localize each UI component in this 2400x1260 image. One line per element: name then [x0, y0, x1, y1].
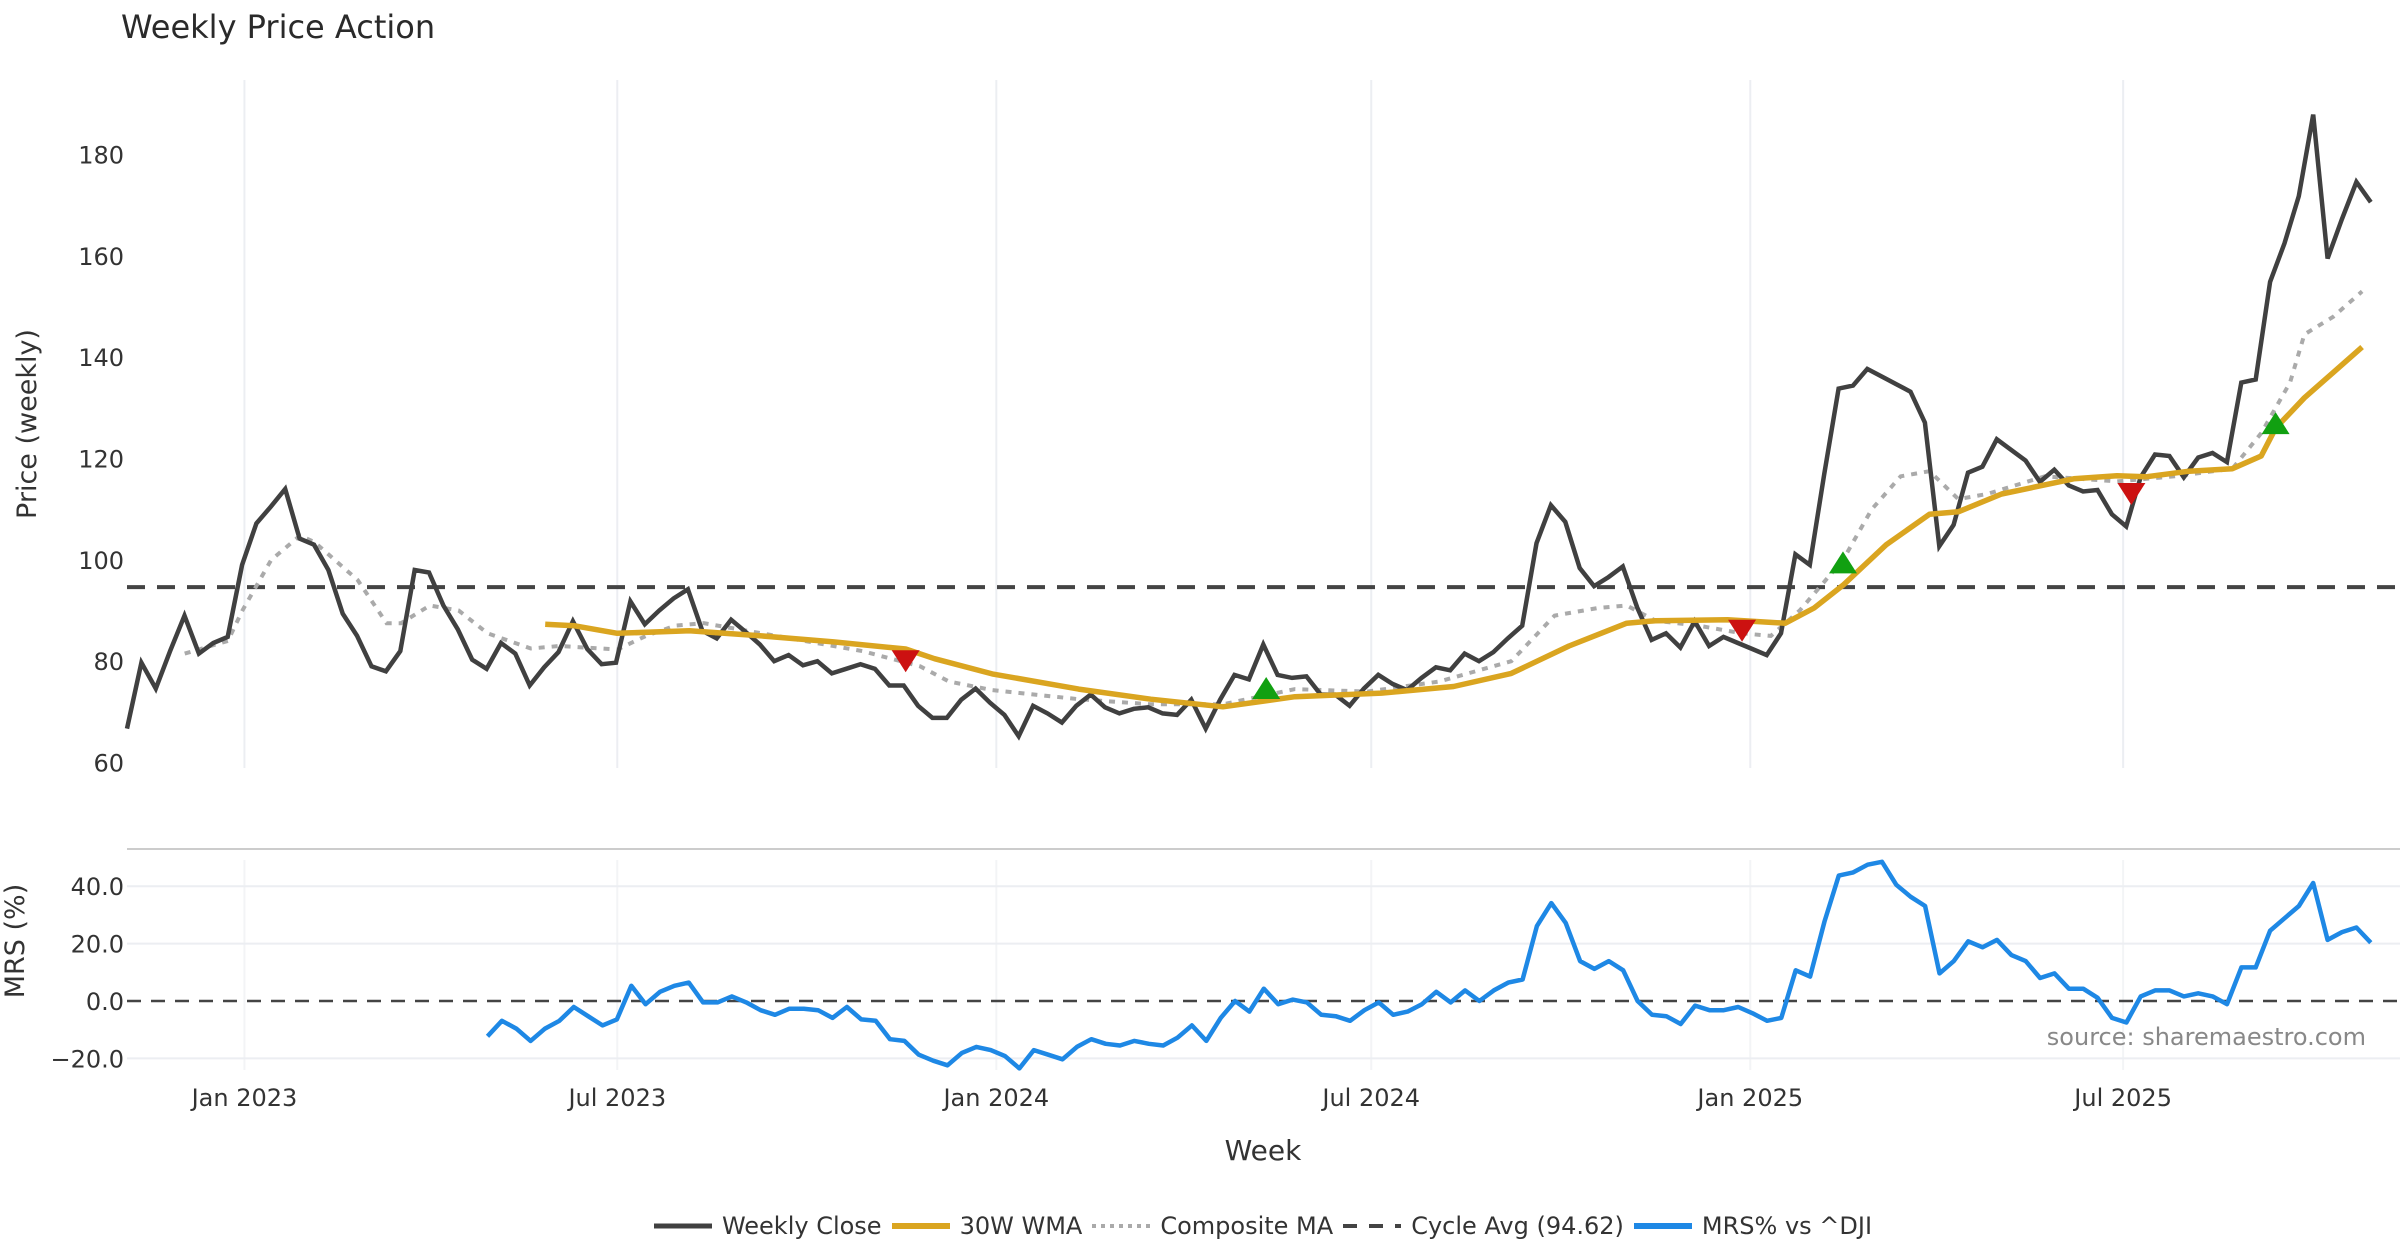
x-axis-label: Week — [1225, 1134, 1302, 1167]
legend-label: Composite MA — [1160, 1212, 1334, 1240]
price-axis-label: Price (weekly) — [12, 329, 43, 519]
price-y-tick-label: 80 — [93, 648, 124, 676]
legend: Weekly Close 30W WMA Composite MA Cycle … — [0, 1212, 2400, 1240]
legend-swatch-weekly-close — [653, 1223, 712, 1229]
x-tick-label: Jul 2023 — [566, 1084, 666, 1112]
price-y-tick-label: 140 — [78, 344, 124, 372]
price-y-tick-label: 120 — [78, 446, 124, 474]
x-tick-label: Jul 2025 — [2072, 1084, 2172, 1112]
legend-swatch-cycle-avg — [1343, 1224, 1402, 1228]
legend-item-30w-wma[interactable]: 30W WMA — [891, 1212, 1083, 1240]
legend-label: 30W WMA — [959, 1212, 1083, 1240]
price-y-tick-label: 160 — [78, 243, 124, 271]
legend-label: Cycle Avg (94.62) — [1411, 1212, 1624, 1240]
sell-signal-marker — [891, 650, 920, 673]
x-tick-label: Jan 2023 — [190, 1084, 298, 1112]
x-tick-label: Jan 2024 — [941, 1084, 1049, 1112]
price-y-tick-label: 180 — [78, 142, 124, 170]
legend-swatch-30w-wma — [891, 1223, 950, 1229]
x-tick-label: Jul 2024 — [1320, 1084, 1420, 1112]
mrs-y-tick-label: 40.0 — [71, 873, 124, 901]
sell-signal-marker — [2117, 483, 2146, 506]
sell-signal-marker — [1728, 619, 1757, 642]
buy-signal-marker — [1828, 551, 1857, 574]
mrs-y-tick-label: 20.0 — [71, 931, 124, 959]
price-y-tick-label: 100 — [78, 547, 124, 575]
mrs-y-tick-label: −20.0 — [50, 1045, 124, 1073]
30w-wma-line — [545, 345, 2364, 710]
legend-item-mrs[interactable]: MRS% vs ^DJI — [1633, 1212, 1873, 1240]
price-y-tick-label: 60 — [93, 750, 124, 778]
chart-title: Weekly Price Action — [121, 8, 436, 46]
legend-item-composite-ma[interactable]: Composite MA — [1092, 1212, 1333, 1240]
source-annotation: source: sharemaestro.com — [2047, 1023, 2366, 1051]
legend-item-cycle-avg[interactable]: Cycle Avg (94.62) — [1343, 1212, 1624, 1240]
legend-swatch-mrs — [1633, 1223, 1692, 1229]
legend-swatch-composite-ma — [1092, 1224, 1151, 1228]
buy-signal-marker — [1252, 677, 1281, 700]
x-tick-label: Jan 2025 — [1695, 1084, 1803, 1112]
composite-ma-line — [184, 289, 2364, 707]
mrs-line — [485, 859, 2373, 1071]
buy-signal-marker — [2261, 412, 2290, 435]
weekly-close-line — [124, 114, 2373, 741]
legend-item-weekly-close[interactable]: Weekly Close — [653, 1212, 882, 1240]
legend-label: Weekly Close — [721, 1212, 882, 1240]
mrs-axis-label: MRS (%) — [0, 884, 31, 999]
mrs-y-tick-label: 0.0 — [86, 988, 124, 1016]
legend-label: MRS% vs ^DJI — [1701, 1212, 1873, 1240]
